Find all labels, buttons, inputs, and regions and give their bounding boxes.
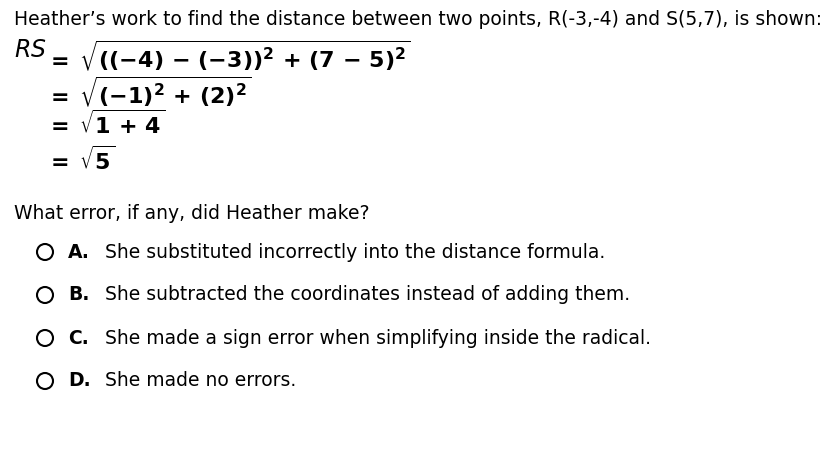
Text: $\mathbf{=\;\sqrt{(-1)^2\,+\,(2)^2}}$: $\mathbf{=\;\sqrt{(-1)^2\,+\,(2)^2}}$ <box>46 74 251 109</box>
Text: B.: B. <box>68 286 89 304</box>
Text: She subtracted the coordinates instead of adding them.: She subtracted the coordinates instead o… <box>105 286 630 304</box>
Text: D.: D. <box>68 372 91 390</box>
Text: Heather’s work to find the distance between two points, R(-3,-4) and S(5,7), is : Heather’s work to find the distance betw… <box>14 10 822 29</box>
Text: She made no errors.: She made no errors. <box>105 372 296 390</box>
Text: C.: C. <box>68 329 88 347</box>
Text: $\mathbf{=\;\sqrt{((-4)\,-\,(-3))^2\,+\,(7\,-\,5)^2}}$: $\mathbf{=\;\sqrt{((-4)\,-\,(-3))^2\,+\,… <box>46 38 411 73</box>
Text: $\mathbf{=\;\sqrt{1\,+\,4}}$: $\mathbf{=\;\sqrt{1\,+\,4}}$ <box>46 110 165 138</box>
Text: She made a sign error when simplifying inside the radical.: She made a sign error when simplifying i… <box>105 329 651 347</box>
Text: $\mathbf{\mathit{RS}}$: $\mathbf{\mathit{RS}}$ <box>14 38 46 62</box>
Text: What error, if any, did Heather make?: What error, if any, did Heather make? <box>14 204 370 223</box>
Text: She substituted incorrectly into the distance formula.: She substituted incorrectly into the dis… <box>105 243 605 261</box>
Text: $\mathbf{=\;\sqrt{5}}$: $\mathbf{=\;\sqrt{5}}$ <box>46 146 115 175</box>
Text: A.: A. <box>68 243 90 261</box>
